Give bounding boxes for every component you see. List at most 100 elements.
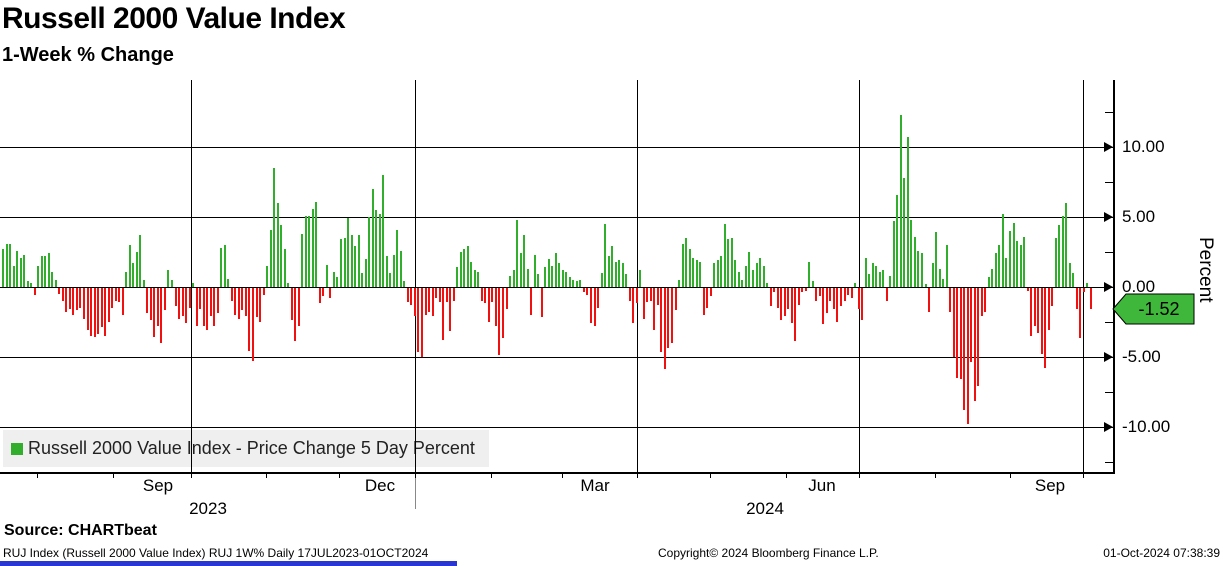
bar-up — [312, 209, 314, 287]
y-minor-tick — [1105, 252, 1114, 253]
bar-down — [583, 288, 585, 292]
bar-down — [650, 288, 652, 301]
bar-up — [1023, 237, 1025, 287]
bar-up — [41, 256, 43, 287]
bar-down — [646, 288, 648, 302]
y-axis-title: Percent — [1195, 237, 1216, 303]
bar-up — [555, 253, 557, 287]
x-month-tick — [786, 472, 787, 478]
bar-down — [886, 288, 888, 301]
bar-down — [861, 288, 863, 320]
bar-up — [903, 178, 905, 287]
y-axis-arrow-icon — [1104, 142, 1113, 152]
y-axis-arrow-icon — [1104, 212, 1113, 222]
bar-up — [30, 283, 32, 287]
bar-up — [23, 255, 25, 287]
bar-down — [83, 288, 85, 319]
bar-down — [953, 288, 955, 357]
bar-down — [819, 288, 821, 296]
bar-down — [981, 288, 983, 316]
bar-down — [442, 288, 444, 340]
bar-down — [1037, 288, 1039, 333]
y-tick-label: 0.00 — [1122, 277, 1156, 296]
y-gridline — [0, 287, 1113, 288]
bar-up — [988, 277, 990, 287]
bar-down — [784, 288, 786, 316]
source-label: Source: CHARTbeat — [4, 522, 157, 539]
bar-up — [907, 137, 909, 287]
bar-up — [347, 218, 349, 287]
bar-up — [171, 280, 173, 287]
bar-down — [836, 288, 838, 322]
bar-down — [298, 288, 300, 326]
bar-up — [336, 277, 338, 287]
bar-up — [608, 256, 610, 287]
x-month-tick — [1010, 472, 1011, 478]
bar-down — [196, 288, 198, 326]
bar-up — [738, 272, 740, 287]
bar-up — [333, 272, 335, 287]
bar-up — [37, 266, 39, 287]
bar-up — [741, 280, 743, 287]
bar-down — [234, 288, 236, 315]
x-month-label: Sep — [1034, 476, 1066, 495]
footer-security-info: RUJ Index (Russell 2000 Value Index) RUJ… — [3, 546, 429, 560]
page-title: Russell 2000 Value Index — [2, 2, 346, 35]
bar-down — [984, 288, 986, 312]
y-gridline — [0, 427, 1113, 428]
bar-up — [1013, 223, 1015, 287]
bar-down — [65, 288, 67, 312]
last-value-badge: -1.52 — [1112, 293, 1195, 325]
bar-down — [449, 288, 451, 331]
bar-up — [389, 273, 391, 287]
bar-up — [386, 256, 388, 287]
bar-down — [1076, 288, 1078, 309]
bar-up — [696, 260, 698, 287]
bar-up — [277, 203, 279, 287]
bar-down — [104, 288, 106, 336]
bar-up — [523, 235, 525, 287]
bar-down — [291, 288, 293, 320]
bar-down — [773, 288, 775, 292]
bar-down — [115, 288, 117, 301]
y-axis-arrow-icon — [1104, 282, 1113, 292]
bar-up — [1005, 258, 1007, 287]
bar-up — [896, 195, 898, 287]
x-month-tick — [37, 472, 38, 478]
x-gridline — [191, 80, 192, 472]
x-gridline — [637, 80, 638, 472]
bar-down — [653, 288, 655, 330]
bar-up — [692, 258, 694, 287]
bar-up — [403, 281, 405, 287]
bar-down — [72, 288, 74, 315]
bar-down — [594, 288, 596, 326]
bar-up — [868, 274, 870, 287]
y-tick-label: -5.00 — [1122, 347, 1161, 366]
bar-down — [970, 288, 972, 362]
bar-down — [69, 288, 71, 309]
bar-down — [150, 288, 152, 320]
bar-down — [425, 288, 427, 315]
bar-down — [530, 288, 532, 315]
bar-down — [118, 288, 120, 302]
bar-down — [974, 288, 976, 401]
bar-up — [379, 214, 381, 287]
bar-down — [643, 288, 645, 319]
bar-down — [506, 288, 508, 309]
bar-down — [248, 288, 250, 351]
bar-down — [956, 288, 958, 378]
bar-up — [467, 246, 469, 287]
bar-down — [780, 288, 782, 320]
bar-down — [791, 288, 793, 323]
bar-up — [132, 263, 134, 287]
bar-down — [657, 288, 659, 305]
bar-up — [368, 217, 370, 287]
bar-down — [94, 288, 96, 337]
bar-up — [865, 258, 867, 287]
bar-up — [1065, 203, 1067, 287]
bar-up — [6, 244, 8, 287]
x-month-label: Sep — [142, 476, 174, 495]
bar-down — [417, 288, 419, 352]
bar-down — [122, 288, 124, 315]
bar-up — [51, 272, 53, 287]
